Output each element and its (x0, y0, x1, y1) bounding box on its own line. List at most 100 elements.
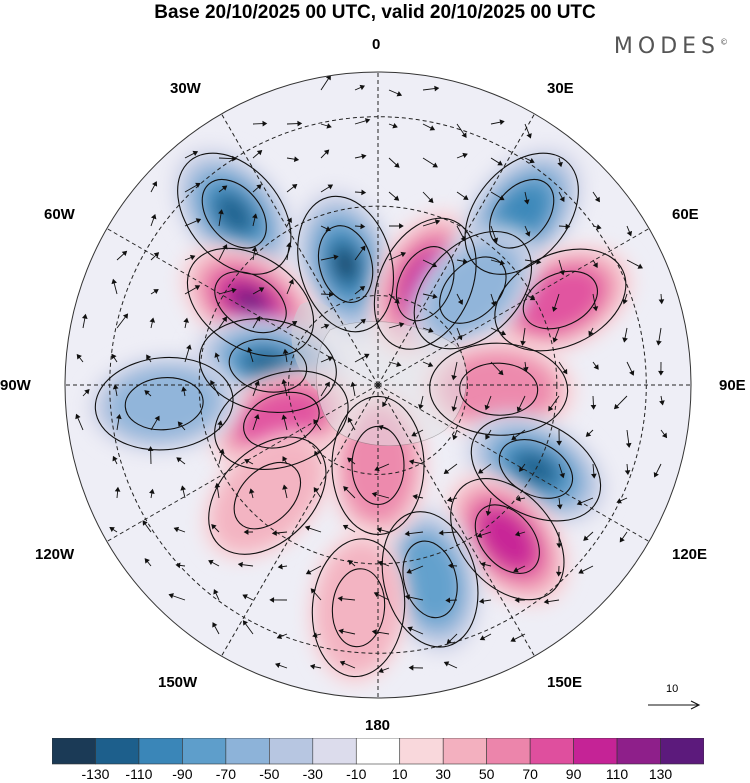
wind-vector-head (360, 223, 366, 230)
wind-vector-head (122, 313, 129, 319)
wind-vector-head (624, 470, 631, 476)
wind-vector-head (291, 320, 298, 326)
wind-vector-head (461, 132, 467, 138)
wind-vector-head (154, 415, 160, 422)
modes-logo-text: MODES (613, 34, 720, 59)
wind-vector-head (484, 404, 490, 411)
wind-vector-head (510, 636, 516, 642)
streamline (124, 377, 204, 431)
wind-vector-head (211, 524, 217, 530)
wind-vector-head (153, 252, 160, 258)
wind-vector-head (555, 571, 562, 577)
wind-vector-head (396, 361, 402, 368)
streamline (395, 246, 455, 322)
colorbar-tick-label: -70 (215, 766, 236, 782)
wind-vector-head (327, 356, 334, 362)
wind-vector-head (111, 353, 117, 360)
wind-vector-head (557, 161, 563, 168)
wind-vector-head (76, 353, 82, 360)
blob-neg-east-pacific (86, 353, 243, 454)
wind-vector-head (438, 529, 444, 536)
wind-vector-head (248, 488, 255, 494)
wind-vector-head (443, 661, 450, 667)
wind-vector-head (208, 559, 214, 565)
meridian-line (377, 113, 535, 386)
wind-vector-head (313, 487, 319, 493)
streamline (373, 217, 477, 350)
wind-vector-head (593, 364, 599, 370)
anomaly-contour (479, 509, 535, 569)
anomaly-field (86, 145, 635, 686)
wind-vector-head (457, 334, 463, 341)
meridian-line (106, 228, 379, 386)
wind-vector-head (176, 457, 182, 463)
wind-vector-head (404, 530, 410, 537)
wind-vector-head (252, 213, 258, 219)
colorbar-swatch (182, 738, 227, 765)
latitude-circle (288, 295, 468, 475)
streamline (94, 356, 234, 451)
wind-vector-head (275, 662, 281, 669)
anomaly-contour (517, 267, 603, 333)
wind-vector-head (243, 529, 249, 535)
wind-vector-head (149, 317, 156, 323)
streamline (429, 342, 569, 436)
wind-vector-head (592, 306, 599, 312)
colorbar (52, 738, 704, 765)
wind-vector-head (242, 620, 248, 626)
streamline (402, 540, 458, 619)
wind-vector-head (291, 183, 298, 190)
streamline (439, 256, 507, 324)
lon-label-150w: 150W (158, 674, 198, 691)
lon-label-120e: 120E (672, 546, 708, 563)
wind-vector-head (363, 353, 370, 359)
wind-vector-head (432, 293, 438, 300)
streamline (381, 511, 479, 648)
wind-vector-head (244, 458, 250, 465)
wind-vector-head (556, 543, 563, 549)
wind-vector-head (254, 413, 260, 420)
anomaly-contour (215, 193, 254, 234)
wind-vector-head (338, 628, 344, 635)
streamlines (94, 152, 627, 678)
wind-vector-head (221, 316, 228, 322)
reference-vector-arrow (648, 700, 701, 710)
wind-vector-head (523, 199, 530, 205)
wind-vector-head (282, 484, 288, 490)
colorbar-tick-label: 30 (435, 766, 451, 782)
wind-vector-head (619, 536, 625, 543)
colorbar-tick-label: 110 (605, 766, 629, 782)
wind-vector-head (282, 348, 289, 354)
wind-vector-head (396, 91, 403, 97)
wind-vector-head (412, 494, 418, 500)
streamline (177, 152, 292, 275)
lon-label-30w: 30W (170, 80, 201, 97)
modes-logo: MODES© (614, 34, 728, 59)
wind-vector-head (112, 384, 119, 390)
wind-vector-head (429, 125, 436, 131)
colorbar-swatch (660, 738, 704, 765)
wind-vector-head (328, 291, 334, 298)
streamline (331, 395, 425, 536)
wind-vector-head (186, 344, 192, 350)
wind-vector-head (214, 352, 220, 358)
wind-vector-head (428, 197, 434, 204)
map-title: Base 20/10/2025 00 UTC, valid 20/10/2025… (154, 2, 596, 23)
wind-vector-head (376, 527, 382, 533)
colorbar-tick-label: -110 (125, 766, 153, 782)
wind-vector-head (212, 622, 218, 628)
wind-vector-head (548, 405, 554, 412)
wind-vector-head (359, 285, 366, 292)
wind-vector-head (237, 561, 243, 568)
wind-vector-head (350, 381, 356, 387)
wind-vector-head (520, 340, 526, 346)
wind-vector-head (406, 568, 412, 574)
wind-vector-head (231, 287, 237, 294)
lon-label-90w: 90W (0, 377, 31, 394)
colorbar-swatch (95, 738, 140, 765)
anomaly-contour (315, 540, 402, 675)
wind-vector-head (371, 629, 377, 635)
meridian-line (377, 384, 650, 542)
wind-vector-head (399, 322, 405, 328)
wind-vector-head (479, 598, 485, 604)
